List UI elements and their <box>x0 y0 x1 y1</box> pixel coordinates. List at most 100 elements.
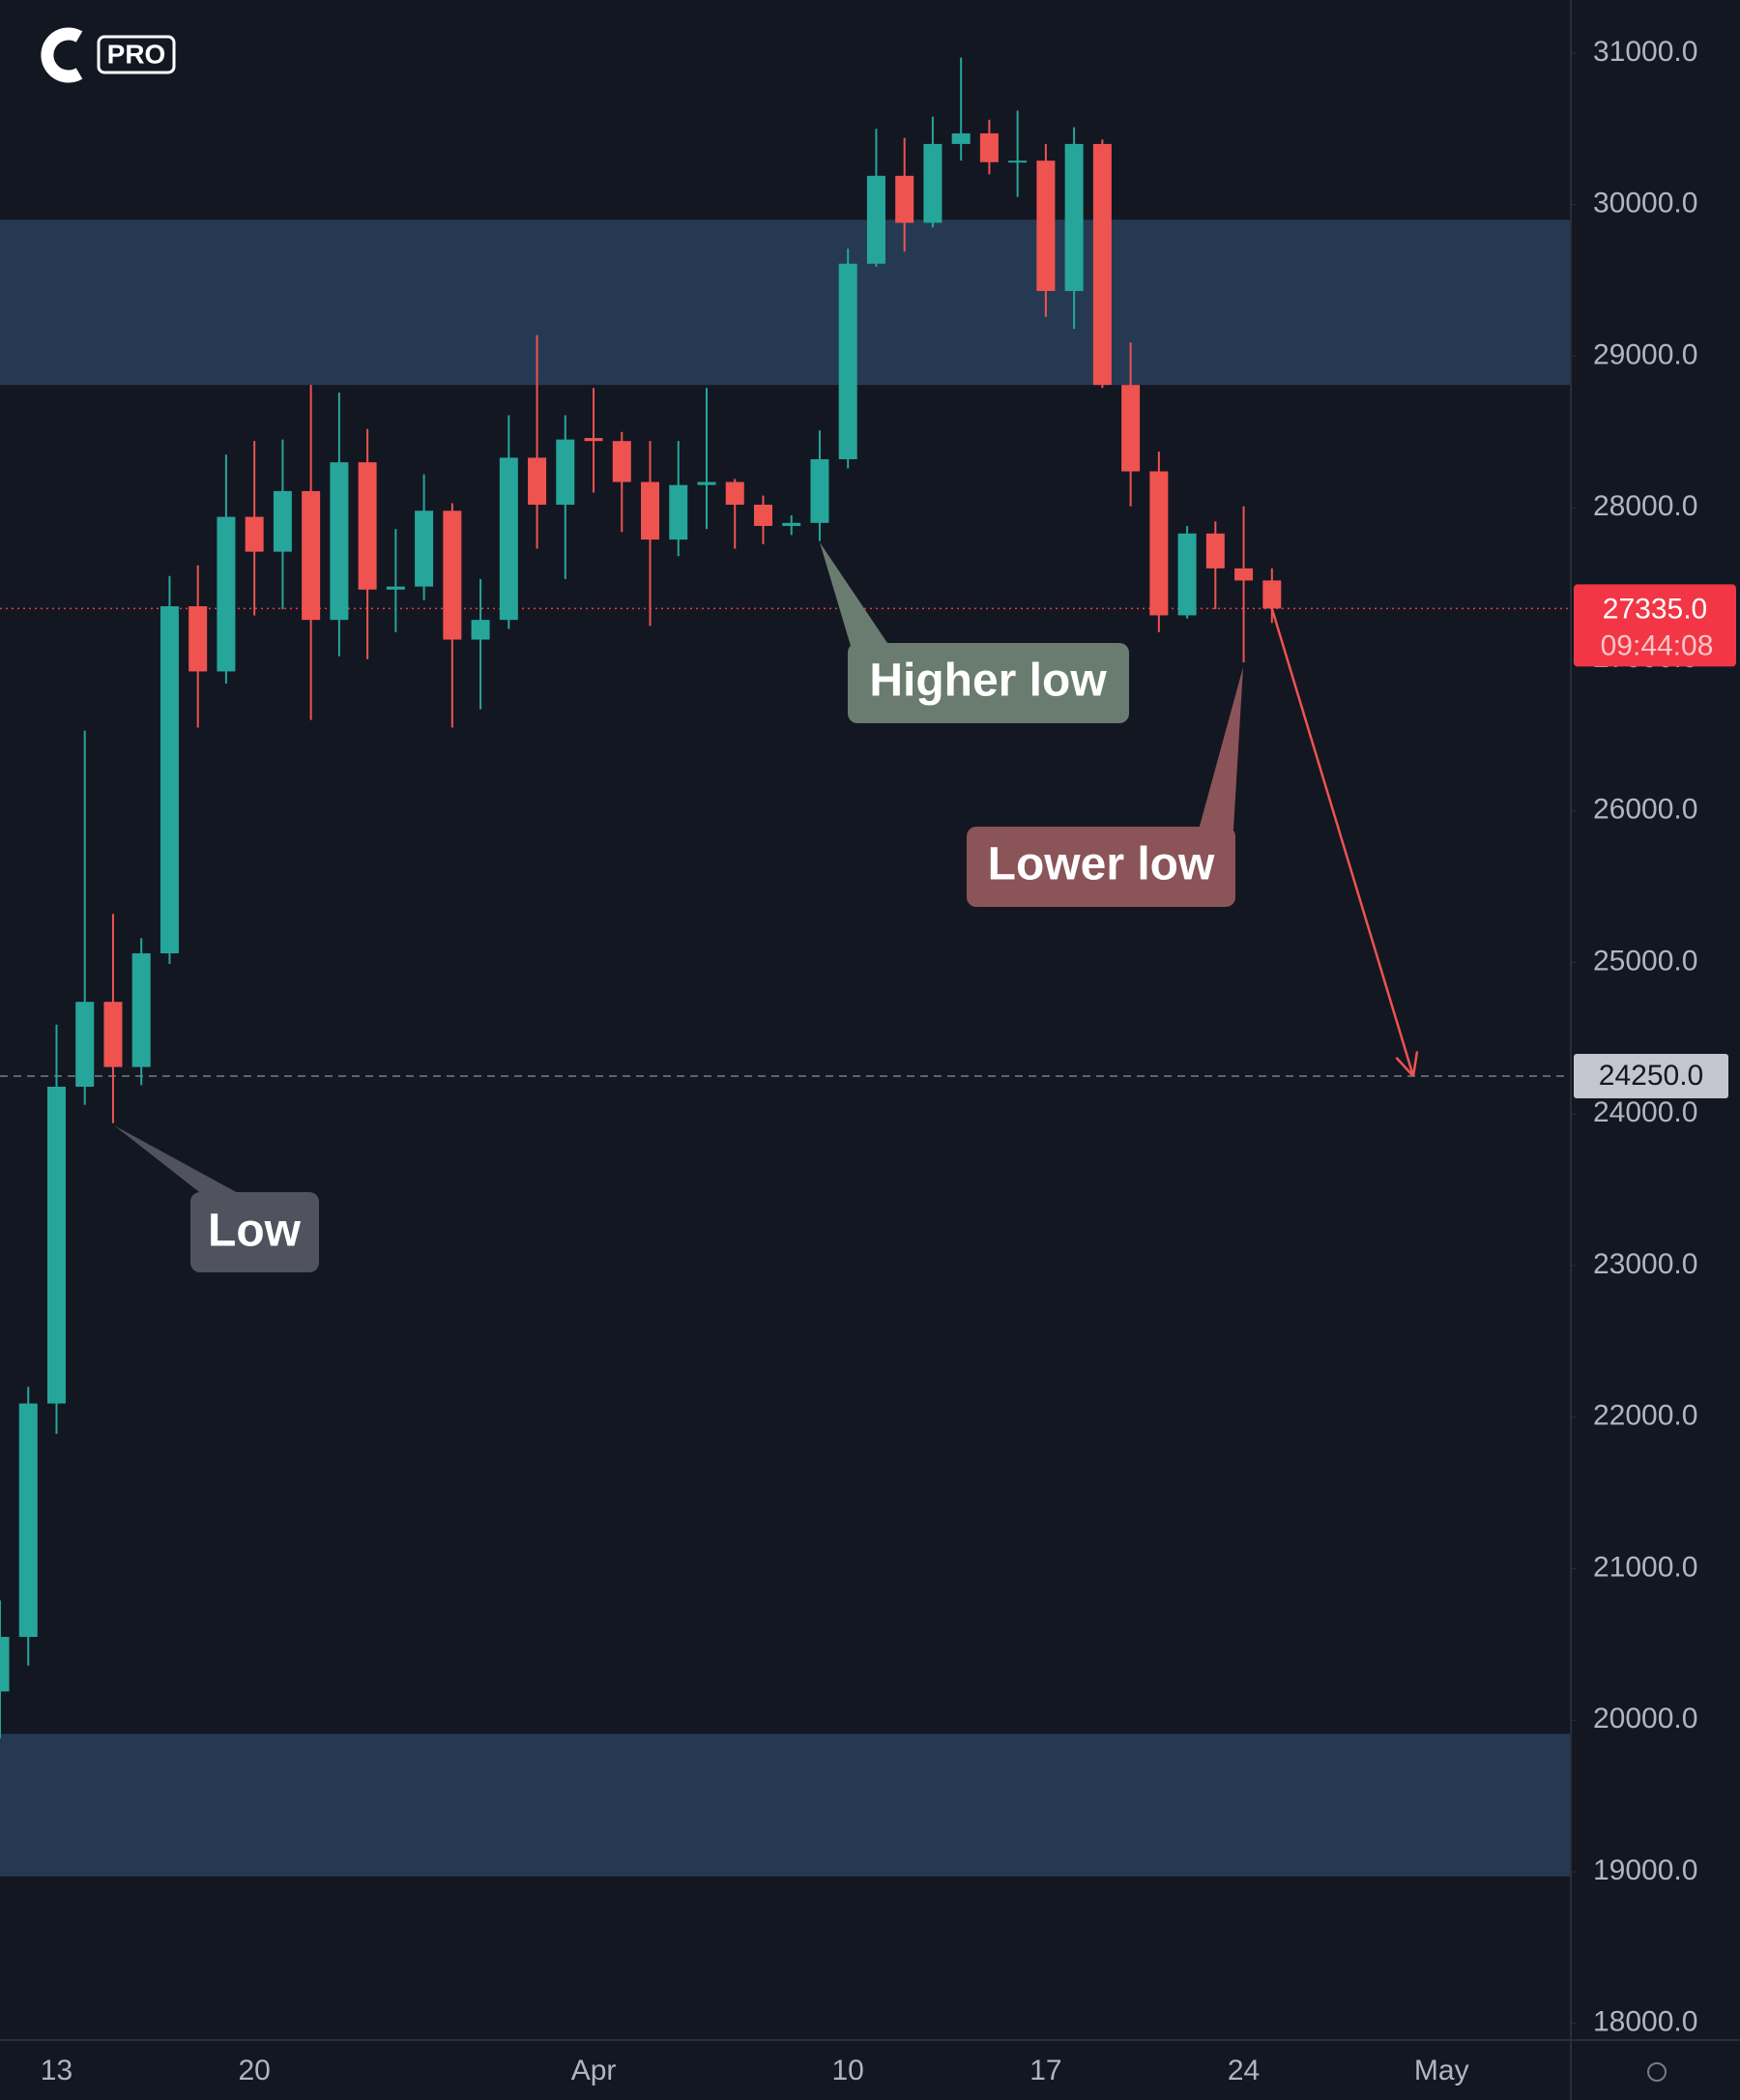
candle-body <box>160 606 179 954</box>
candle-body <box>46 1086 66 1404</box>
candle-body <box>302 490 321 621</box>
candle-body <box>697 481 716 485</box>
candle-body <box>1121 385 1141 472</box>
candle-body <box>330 462 349 621</box>
support-resistance-zone <box>0 1734 1571 1877</box>
annotation: Low <box>208 1206 302 1257</box>
x-tick-label: 10 <box>832 2055 864 2086</box>
candle-body <box>1008 160 1028 163</box>
candle-body <box>866 175 885 264</box>
candle-body <box>895 175 914 223</box>
y-axis: 18000.0 19000.0 20000.0 21000.0 22000.0 23000… <box>1571 36 1697 2038</box>
candle-body <box>1177 533 1197 616</box>
candle-body <box>641 481 660 540</box>
candle-body <box>669 484 688 540</box>
y-tick-label: 23000.0 <box>1593 1248 1697 1280</box>
candle-body <box>245 516 264 552</box>
candle-body <box>528 457 547 506</box>
x-tick-label: 20 <box>238 2055 270 2086</box>
candle-body <box>612 441 631 482</box>
projection-arrow <box>1270 608 1415 1077</box>
candle-body <box>725 481 744 506</box>
candle-body <box>1234 568 1254 581</box>
logo: PRO <box>41 27 176 83</box>
logo-mark <box>41 27 83 83</box>
arrow-head <box>1411 1051 1419 1077</box>
target-badge <box>1574 1054 1728 1099</box>
annotation: Lower low <box>988 839 1215 890</box>
y-tick-label: 21000.0 <box>1593 1551 1697 1583</box>
callout-pointer <box>114 1125 242 1195</box>
candle-body <box>0 1637 10 1692</box>
y-tick-label: 19000.0 <box>1593 1854 1697 1886</box>
candle-body <box>923 143 942 223</box>
annotation: Higher low <box>869 656 1107 707</box>
countdown: 09:44:08 <box>1601 629 1714 661</box>
y-tick-label: 18000.0 <box>1593 2006 1697 2038</box>
y-tick-label: 29000.0 <box>1593 338 1697 370</box>
y-tick-label: 26000.0 <box>1593 794 1697 826</box>
logo-text: PRO <box>107 39 166 69</box>
callout-pointer <box>820 542 889 646</box>
candle-body <box>979 132 999 162</box>
callout-box <box>190 1192 319 1272</box>
candle-body <box>415 510 434 587</box>
settings-icon[interactable] <box>1647 2062 1667 2082</box>
x-axis: 13 20 Apr 10 17 24 May <box>41 2055 1469 2086</box>
arrow-head <box>1395 1057 1414 1077</box>
candle-body <box>753 505 772 526</box>
candle-body <box>951 132 971 144</box>
y-tick-label: 25000.0 <box>1593 945 1697 977</box>
candle-body <box>131 953 151 1067</box>
candle-body <box>103 1002 123 1067</box>
callout-box <box>967 827 1235 907</box>
candle-body <box>386 586 405 590</box>
callout-box <box>848 643 1129 723</box>
candle-body <box>782 522 801 526</box>
x-tick-label: Apr <box>571 2055 617 2086</box>
higher-low-callout: Higher low <box>820 542 1129 723</box>
candle-body <box>358 462 377 590</box>
candle-body <box>1092 143 1112 386</box>
candle-body <box>188 606 208 672</box>
candle-body <box>584 438 603 442</box>
candle-body <box>75 1002 95 1087</box>
x-tick-label: 13 <box>41 2055 72 2086</box>
support-resistance-zone <box>0 219 1571 386</box>
candle-body <box>1205 533 1225 569</box>
candle-body <box>443 510 462 640</box>
candle-body <box>1036 160 1056 291</box>
candle-body <box>810 458 829 523</box>
lower-low-callout: Lower low <box>967 667 1243 907</box>
last-price-label: 27335.0 <box>1603 593 1707 625</box>
candle-body <box>1262 580 1282 609</box>
candle-body <box>1064 143 1084 291</box>
target-label: 24250.0 <box>1599 1060 1703 1092</box>
callout-pointer <box>1199 667 1243 830</box>
x-tick-label: 24 <box>1228 2055 1260 2086</box>
candle-body <box>1149 471 1169 616</box>
low-callout: Low <box>114 1125 319 1272</box>
candle-body <box>471 620 490 640</box>
candle-body <box>217 516 236 672</box>
x-tick-label: 17 <box>1030 2055 1061 2086</box>
candle-body <box>18 1403 38 1638</box>
y-tick-label: 24000.0 <box>1593 1096 1697 1128</box>
y-tick-label: 28000.0 <box>1593 490 1697 522</box>
candle-body <box>273 490 292 552</box>
x-tick-label: May <box>1414 2055 1469 2086</box>
y-tick-label: 31000.0 <box>1593 36 1697 68</box>
y-tick-label: 22000.0 <box>1593 1400 1697 1432</box>
candles <box>0 57 1419 1739</box>
y-tick-label: 20000.0 <box>1593 1703 1697 1735</box>
y-tick-label: 30000.0 <box>1593 188 1697 219</box>
candle-body <box>556 439 575 506</box>
price-lines <box>0 607 1571 1077</box>
price-badges: 27335.0 09:44:08 24250.0 <box>1574 584 1736 1099</box>
candle-body <box>499 457 518 621</box>
logo-badge <box>97 35 176 74</box>
last-price-badge <box>1574 584 1736 667</box>
candle-body <box>838 263 857 459</box>
